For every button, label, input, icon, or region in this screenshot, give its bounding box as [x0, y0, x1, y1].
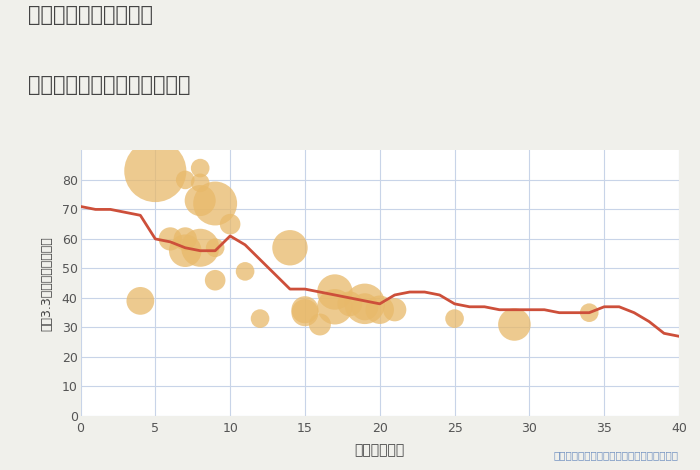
Point — [329, 303, 340, 311]
Point — [314, 321, 326, 328]
Point — [300, 306, 311, 313]
Point — [195, 164, 206, 172]
Point — [284, 244, 295, 251]
Point — [509, 321, 520, 328]
X-axis label: 築年数（年）: 築年数（年） — [355, 443, 405, 457]
Point — [584, 309, 595, 316]
Point — [389, 306, 400, 313]
Point — [359, 303, 370, 311]
Point — [195, 244, 206, 251]
Point — [180, 235, 191, 243]
Text: 円の大きさは、取引のあった物件面積を示す: 円の大きさは、取引のあった物件面積を示す — [554, 450, 679, 461]
Point — [329, 288, 340, 296]
Point — [300, 309, 311, 316]
Text: 千葉県野田市下三ヶ尾: 千葉県野田市下三ヶ尾 — [28, 5, 153, 25]
Point — [449, 315, 460, 322]
Point — [195, 179, 206, 187]
Point — [134, 297, 146, 305]
Point — [239, 267, 251, 275]
Text: 築年数別中古マンション価格: 築年数別中古マンション価格 — [28, 75, 190, 95]
Point — [195, 197, 206, 204]
Point — [359, 300, 370, 307]
Point — [255, 315, 266, 322]
Point — [150, 167, 161, 175]
Point — [180, 247, 191, 254]
Point — [225, 220, 236, 228]
Point — [374, 306, 385, 313]
Y-axis label: 平（3.3㎡）単価（万円）: 平（3.3㎡）単価（万円） — [41, 236, 53, 330]
Point — [209, 244, 220, 251]
Point — [209, 276, 220, 284]
Point — [180, 176, 191, 184]
Point — [344, 300, 356, 307]
Point — [209, 200, 220, 207]
Point — [164, 235, 176, 243]
